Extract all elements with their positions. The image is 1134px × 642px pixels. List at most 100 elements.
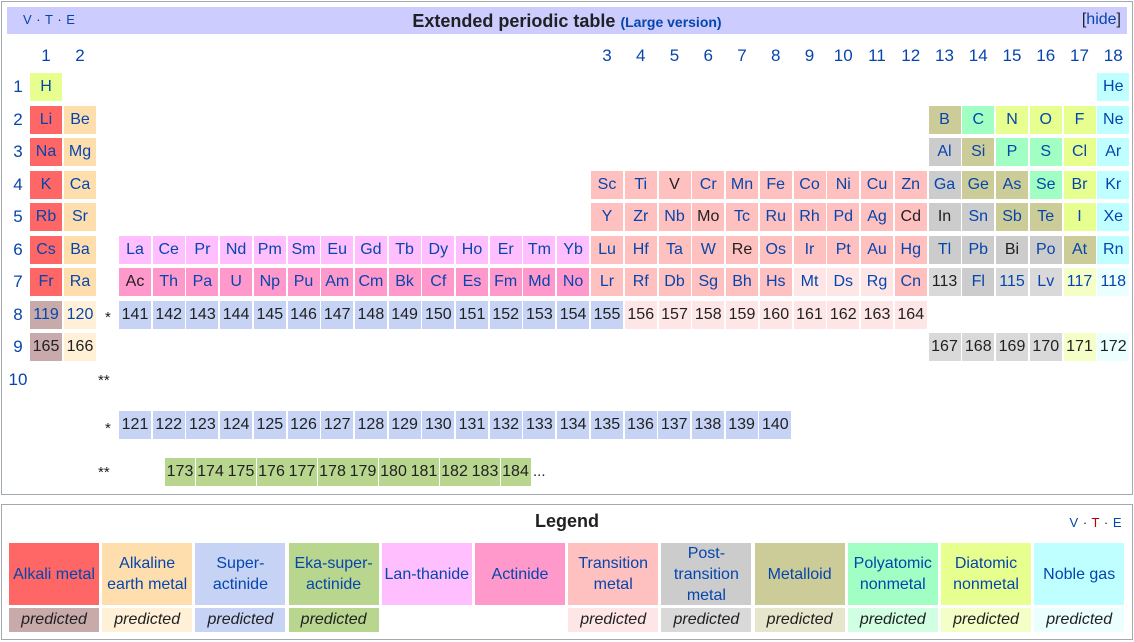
element-cell-125[interactable]: 125 [253, 411, 286, 439]
element-cell-128[interactable]: 128 [354, 411, 387, 439]
element-cell-tl[interactable]: Tl [928, 235, 961, 264]
element-cell-v[interactable]: V [658, 170, 691, 199]
element-cell-sc[interactable]: Sc [591, 170, 623, 199]
element-cell-es[interactable]: Es [456, 268, 488, 296]
element-cell-169[interactable]: 169 [996, 333, 1028, 361]
legend-item-alkali-metal[interactable]: Alkali metal [9, 543, 99, 605]
legend-talk-link[interactable]: T [1091, 515, 1100, 530]
element-cell-bk[interactable]: Bk [388, 268, 421, 296]
element-cell-142[interactable]: 142 [152, 300, 185, 329]
element-cell-135[interactable]: 135 [590, 411, 623, 439]
element-cell-md[interactable]: Md [523, 268, 556, 296]
element-cell-tc[interactable]: Tc [726, 203, 758, 231]
element-cell-sr[interactable]: Sr [64, 203, 96, 231]
element-cell-ne[interactable]: Ne [1097, 105, 1130, 134]
element-cell-183[interactable]: 183 [470, 458, 500, 486]
element-cell-151[interactable]: 151 [456, 300, 488, 329]
element-cell-am[interactable]: Am [321, 268, 354, 296]
element-cell-n[interactable]: N [996, 105, 1028, 134]
element-cell-tm[interactable]: Tm [523, 235, 556, 264]
element-cell-lu[interactable]: Lu [591, 235, 623, 264]
element-cell-be[interactable]: Be [64, 105, 96, 134]
element-cell-rb[interactable]: Rb [30, 203, 62, 231]
element-cell-s[interactable]: S [1029, 138, 1062, 166]
element-cell-ta[interactable]: Ta [658, 235, 691, 264]
element-cell-pb[interactable]: Pb [962, 235, 995, 264]
edit-template-link[interactable]: E [66, 12, 76, 27]
element-cell-mo[interactable]: Mo [692, 203, 725, 231]
element-cell-au[interactable]: Au [861, 235, 893, 264]
element-cell-pd[interactable]: Pd [827, 203, 860, 231]
element-cell-ru[interactable]: Ru [759, 203, 792, 231]
element-cell-xe[interactable]: Xe [1097, 203, 1130, 231]
element-cell-ir[interactable]: Ir [793, 235, 826, 264]
element-cell-ni[interactable]: Ni [827, 170, 860, 199]
element-cell-173[interactable]: 173 [165, 458, 195, 486]
element-cell-176[interactable]: 176 [256, 458, 287, 486]
element-cell-as[interactable]: As [996, 170, 1028, 199]
element-cell-os[interactable]: Os [759, 235, 792, 264]
element-cell-ds[interactable]: Ds [827, 268, 860, 296]
element-cell-153[interactable]: 153 [523, 300, 556, 329]
element-cell-ra[interactable]: Ra [64, 268, 96, 296]
element-cell-ar[interactable]: Ar [1097, 138, 1130, 166]
element-cell-115[interactable]: 115 [996, 268, 1028, 296]
element-cell-166[interactable]: 166 [64, 333, 96, 361]
element-cell-cf[interactable]: Cf [422, 268, 455, 296]
element-cell-al[interactable]: Al [928, 138, 961, 166]
element-cell-c[interactable]: C [962, 105, 995, 134]
element-cell-cn[interactable]: Cn [894, 268, 927, 296]
element-cell-143[interactable]: 143 [186, 300, 219, 329]
element-cell-140[interactable]: 140 [759, 411, 792, 439]
element-cell-hf[interactable]: Hf [624, 235, 657, 264]
element-cell-ti[interactable]: Ti [624, 170, 657, 199]
element-cell-159[interactable]: 159 [726, 300, 758, 329]
legend-item-lan-thanide[interactable]: Lan-thanide [381, 543, 472, 605]
element-cell-po[interactable]: Po [1029, 235, 1062, 264]
legend-view-link[interactable]: V [1069, 515, 1079, 530]
element-cell-163[interactable]: 163 [861, 300, 893, 329]
element-cell-170[interactable]: 170 [1029, 333, 1062, 361]
legend-item-post-transition-metal[interactable]: Post-transition metal [661, 543, 752, 605]
element-cell-bh[interactable]: Bh [726, 268, 758, 296]
element-cell-p[interactable]: P [996, 138, 1028, 166]
element-cell-179[interactable]: 179 [348, 458, 378, 486]
legend-item-alkaline-earth-metal[interactable]: Alkaline earth metal [102, 543, 193, 605]
element-cell-pa[interactable]: Pa [186, 268, 219, 296]
element-cell-133[interactable]: 133 [523, 411, 556, 439]
element-cell-er[interactable]: Er [489, 235, 522, 264]
legend-item-eka-super-actinide[interactable]: Eka-super-actinide [288, 543, 379, 605]
element-cell-te[interactable]: Te [1029, 203, 1062, 231]
element-cell-118[interactable]: 118 [1097, 268, 1130, 296]
element-cell-122[interactable]: 122 [152, 411, 185, 439]
element-cell-126[interactable]: 126 [287, 411, 320, 439]
element-cell-177[interactable]: 177 [287, 458, 317, 486]
element-cell-ac[interactable]: Ac [119, 268, 151, 296]
element-cell-sm[interactable]: Sm [287, 235, 320, 264]
element-cell-no[interactable]: No [557, 268, 590, 296]
element-cell-rf[interactable]: Rf [624, 268, 657, 296]
element-cell-150[interactable]: 150 [422, 300, 455, 329]
element-cell-o[interactable]: O [1029, 105, 1062, 134]
element-cell-120[interactable]: 120 [64, 300, 96, 329]
element-cell-160[interactable]: 160 [759, 300, 792, 329]
element-cell-147[interactable]: 147 [321, 300, 354, 329]
element-cell-re[interactable]: Re [726, 235, 758, 264]
element-cell-ag[interactable]: Ag [861, 203, 893, 231]
element-cell-119[interactable]: 119 [30, 300, 62, 329]
element-cell-ba[interactable]: Ba [64, 235, 96, 264]
element-cell-141[interactable]: 141 [119, 300, 151, 329]
element-cell-117[interactable]: 117 [1063, 268, 1096, 296]
element-cell-y[interactable]: Y [591, 203, 623, 231]
element-cell-162[interactable]: 162 [827, 300, 860, 329]
element-cell-161[interactable]: 161 [793, 300, 826, 329]
element-cell-u[interactable]: U [220, 268, 253, 296]
element-cell-174[interactable]: 174 [195, 458, 226, 486]
element-cell-na[interactable]: Na [30, 138, 62, 166]
legend-item-actinide[interactable]: Actinide [475, 543, 565, 605]
element-cell-mt[interactable]: Mt [793, 268, 826, 296]
element-cell-178[interactable]: 178 [317, 458, 348, 486]
element-cell-146[interactable]: 146 [287, 300, 320, 329]
element-cell-h[interactable]: H [30, 73, 62, 101]
element-cell-th[interactable]: Th [152, 268, 185, 296]
